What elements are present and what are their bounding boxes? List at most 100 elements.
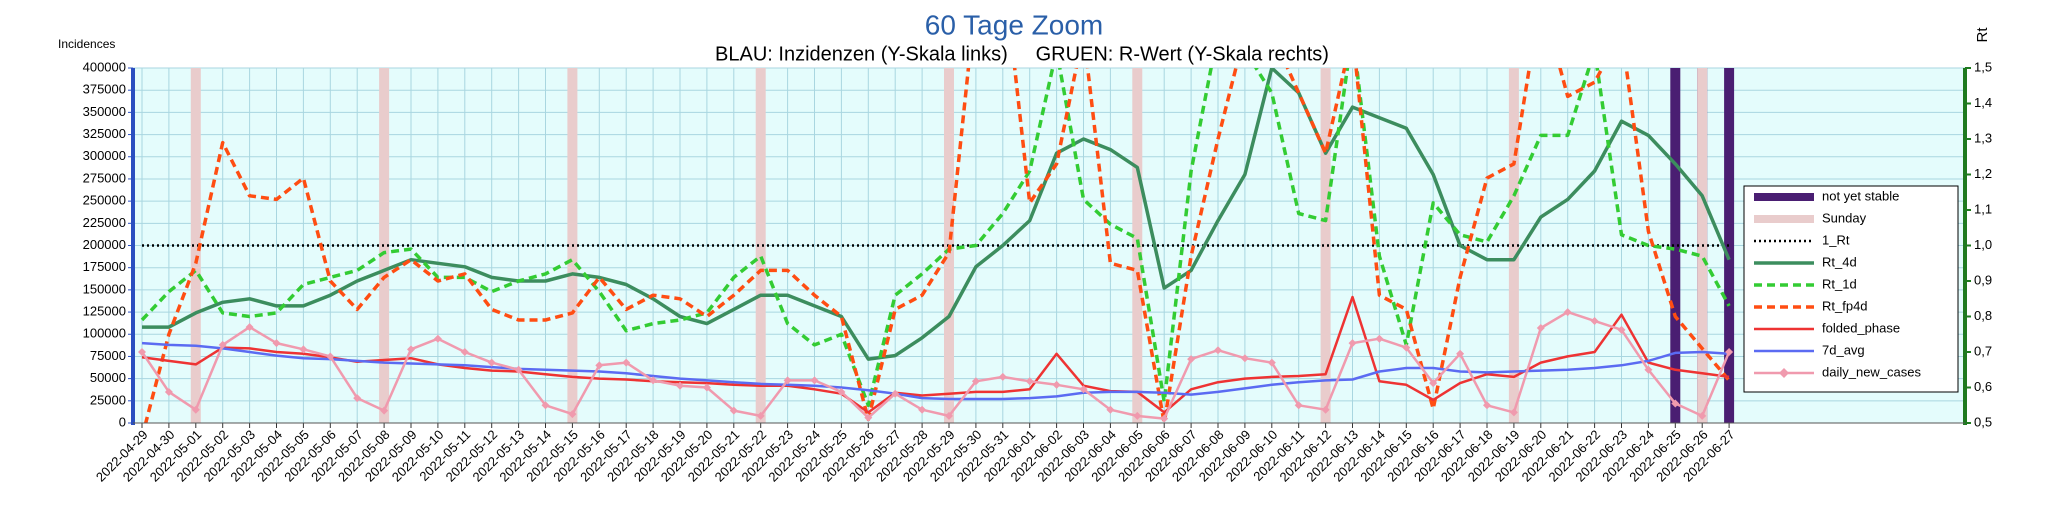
legend-label: folded_phase bbox=[1822, 320, 1900, 335]
y-tick-label: 200000 bbox=[83, 237, 126, 252]
chart-title: 60 Tage Zoom bbox=[925, 9, 1104, 40]
legend-marker bbox=[1779, 368, 1789, 378]
series-marker bbox=[487, 358, 496, 367]
y-tick-label: 375000 bbox=[83, 82, 126, 97]
y2-tick-label: 1,1 bbox=[1974, 201, 1992, 216]
series-marker bbox=[676, 381, 684, 390]
legend-label: 7d_avg bbox=[1822, 342, 1865, 357]
series-marker bbox=[1025, 377, 1034, 386]
y2-tick-label: 1,2 bbox=[1974, 166, 1992, 181]
series-marker bbox=[1214, 346, 1222, 355]
series-marker bbox=[1536, 324, 1545, 333]
series-marker bbox=[1267, 358, 1276, 367]
series-marker bbox=[380, 406, 389, 415]
legend-label: Rt_1d bbox=[1822, 276, 1857, 291]
series-marker bbox=[1698, 411, 1707, 420]
y-tick-label: 75000 bbox=[90, 348, 126, 363]
band bbox=[1320, 68, 1331, 423]
series-marker bbox=[918, 405, 927, 414]
band bbox=[755, 68, 766, 423]
legend-label: Rt_fp4d bbox=[1822, 298, 1868, 313]
y-tick-label: 100000 bbox=[83, 326, 126, 341]
series-marker bbox=[702, 383, 711, 392]
y2-tick-label: 1,3 bbox=[1974, 130, 1992, 145]
band bbox=[1670, 68, 1681, 423]
y-tick-label: 325000 bbox=[83, 126, 126, 141]
y-axis-title: Incidences bbox=[58, 37, 115, 51]
y2-tick-label: 1,5 bbox=[1974, 59, 1992, 74]
series-marker bbox=[1321, 405, 1330, 414]
y-tick-label: 50000 bbox=[90, 370, 126, 385]
series-marker bbox=[891, 389, 900, 398]
y-tick-label: 25000 bbox=[90, 392, 126, 407]
y2-tick-label: 0,5 bbox=[1974, 414, 1992, 429]
y2-tick-label: 1,0 bbox=[1974, 237, 1992, 252]
series-marker bbox=[218, 340, 227, 349]
series-marker bbox=[1052, 380, 1061, 389]
series-marker bbox=[138, 348, 146, 356]
series-marker bbox=[1725, 348, 1734, 356]
series-marker bbox=[1456, 349, 1465, 358]
y-tick-label: 250000 bbox=[83, 193, 126, 208]
band bbox=[190, 68, 201, 423]
series-marker bbox=[998, 372, 1007, 381]
series-marker bbox=[1294, 401, 1303, 410]
series-marker bbox=[191, 405, 200, 414]
y-tick-label: 150000 bbox=[83, 281, 126, 296]
y2-axis-title: Rt bbox=[1974, 27, 1991, 43]
series-marker bbox=[164, 387, 173, 396]
series-marker bbox=[783, 376, 792, 385]
y2-tick-label: 0,6 bbox=[1974, 379, 1992, 394]
series-marker bbox=[245, 323, 254, 332]
series-marker bbox=[1483, 401, 1491, 410]
series-line bbox=[143, 68, 1731, 423]
series-marker bbox=[568, 410, 577, 419]
band bbox=[379, 68, 390, 423]
series-marker bbox=[729, 406, 738, 415]
series-marker bbox=[1590, 316, 1599, 325]
series-marker bbox=[326, 352, 335, 361]
series-marker bbox=[1240, 354, 1249, 363]
series-marker bbox=[1429, 379, 1438, 388]
series-marker bbox=[1617, 325, 1626, 334]
series-marker bbox=[864, 413, 873, 422]
y2-tick-label: 1,4 bbox=[1974, 95, 1992, 110]
y2-tick-label: 0,7 bbox=[1974, 343, 1992, 358]
series-marker bbox=[1079, 385, 1088, 394]
chart-subtitle: BLAU: Inzidenzen (Y-Skala links) GRUEN: … bbox=[715, 43, 1329, 65]
series-marker bbox=[945, 411, 953, 420]
y-tick-label: 125000 bbox=[83, 304, 126, 319]
y2-tick-label: 0,9 bbox=[1974, 272, 1992, 287]
series-marker bbox=[837, 387, 846, 396]
y-tick-label: 300000 bbox=[83, 148, 126, 163]
series-marker bbox=[1509, 408, 1518, 417]
y-tick-label: 350000 bbox=[83, 104, 126, 119]
series-line bbox=[140, 310, 1731, 420]
series-marker bbox=[1375, 334, 1384, 343]
legend: not yet stable Sunday 1_Rt Rt_4d Rt_1d Rt_fp4… bbox=[1743, 185, 1959, 393]
series-marker bbox=[595, 361, 604, 370]
band bbox=[1724, 68, 1735, 423]
series-marker bbox=[460, 348, 469, 356]
series-line bbox=[141, 341, 1730, 401]
series-marker bbox=[971, 377, 980, 386]
legend-label: Sunday bbox=[1822, 210, 1867, 225]
series-marker bbox=[299, 345, 308, 354]
legend-label: Rt_4d bbox=[1822, 254, 1857, 269]
series-marker bbox=[1133, 411, 1142, 420]
y-tick-label: 400000 bbox=[83, 59, 126, 74]
series-marker bbox=[1187, 355, 1196, 364]
series-marker bbox=[622, 358, 631, 367]
y2-tick-label: 0,8 bbox=[1974, 308, 1992, 323]
y-tick-label: 175000 bbox=[83, 259, 126, 274]
legend-label: not yet stable bbox=[1822, 188, 1899, 203]
y-tick-label: 225000 bbox=[83, 215, 126, 230]
series-marker bbox=[756, 411, 765, 420]
series-marker bbox=[1671, 399, 1680, 408]
series-marker bbox=[1563, 308, 1572, 317]
legend-label: 1_Rt bbox=[1822, 232, 1850, 247]
series-marker bbox=[810, 376, 819, 385]
y-tick-label: 275000 bbox=[83, 170, 126, 185]
series-marker bbox=[649, 376, 658, 385]
